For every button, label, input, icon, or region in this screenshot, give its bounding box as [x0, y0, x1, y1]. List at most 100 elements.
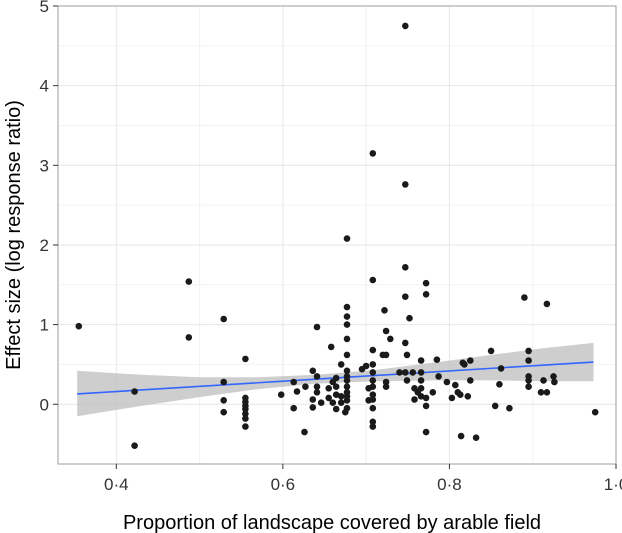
data-point — [417, 369, 425, 376]
data-point — [487, 347, 495, 355]
data-point — [402, 22, 409, 30]
data-point — [422, 402, 430, 410]
data-point — [220, 408, 227, 416]
data-point — [313, 373, 321, 380]
y-tick-label: 3 — [40, 156, 49, 175]
data-point — [464, 393, 472, 400]
data-point — [387, 335, 394, 343]
data-point — [591, 408, 599, 416]
data-point — [301, 428, 308, 436]
data-point — [543, 389, 551, 396]
data-point — [525, 347, 532, 355]
data-point — [525, 383, 532, 391]
data-point — [369, 396, 377, 403]
y-tick-label: 2 — [40, 236, 49, 255]
data-point — [457, 432, 465, 440]
data-point — [422, 279, 430, 287]
data-point — [220, 378, 227, 386]
data-point — [242, 415, 249, 422]
data-point — [337, 361, 345, 368]
data-point — [332, 383, 340, 391]
y-axis: 0 1 2 3 4 5 — [40, 0, 58, 414]
data-point — [406, 314, 413, 322]
data-point — [402, 369, 409, 376]
data-point — [369, 418, 377, 426]
y-axis-title: Effect size (log response ratio) — [3, 100, 25, 370]
data-point — [467, 357, 474, 364]
data-point — [422, 291, 430, 298]
data-point — [472, 434, 480, 442]
data-point — [332, 391, 340, 399]
data-point — [327, 343, 335, 351]
data-point — [422, 428, 430, 436]
data-point — [443, 378, 451, 386]
data-point — [497, 365, 505, 372]
data-point — [417, 377, 425, 384]
data-point — [343, 367, 351, 375]
data-point — [369, 423, 377, 430]
data-point — [343, 335, 351, 343]
data-point — [402, 339, 409, 347]
data-point — [131, 442, 138, 450]
data-point — [329, 399, 337, 407]
data-point — [242, 423, 249, 430]
data-point — [382, 351, 390, 359]
data-point — [417, 357, 425, 364]
minor-grid — [58, 6, 616, 464]
data-point — [496, 381, 503, 388]
data-point — [369, 383, 377, 391]
data-point — [417, 393, 425, 400]
data-point — [302, 383, 309, 391]
data-point — [343, 397, 351, 404]
data-point — [402, 293, 409, 301]
data-point — [290, 378, 298, 386]
x-tick-label: 0·4 — [104, 475, 129, 494]
data-point — [313, 383, 321, 391]
y-tick-label: 0 — [40, 395, 49, 414]
data-point — [433, 356, 441, 364]
data-point — [543, 300, 551, 308]
data-points — [75, 22, 599, 450]
data-point — [131, 388, 138, 395]
data-point — [75, 322, 83, 330]
data-point — [325, 394, 333, 402]
data-point — [396, 369, 403, 376]
data-point — [369, 404, 377, 412]
data-point — [491, 402, 499, 410]
x-axis-title: Proportion of landscape covered by arabl… — [123, 512, 541, 533]
data-point — [343, 321, 351, 328]
data-point — [461, 361, 468, 368]
data-point — [343, 383, 351, 391]
data-point — [242, 410, 249, 418]
data-point — [550, 373, 557, 380]
data-point — [317, 399, 325, 407]
data-point — [332, 405, 340, 413]
data-point — [448, 394, 456, 402]
data-point — [435, 373, 442, 380]
data-point — [403, 377, 411, 384]
data-point — [369, 361, 377, 368]
data-point — [402, 181, 409, 188]
data-point — [382, 383, 390, 391]
data-point — [521, 294, 528, 301]
data-point — [337, 399, 345, 407]
data-point — [313, 389, 321, 396]
x-tick-label: 0·8 — [437, 475, 462, 494]
data-point — [537, 389, 545, 396]
y-tick-label: 5 — [40, 0, 49, 16]
data-point — [381, 307, 388, 314]
data-point — [362, 362, 370, 370]
data-point — [369, 377, 377, 384]
data-point — [467, 377, 474, 384]
data-point — [309, 396, 317, 403]
data-point — [422, 394, 430, 402]
data-point — [403, 351, 411, 359]
plot-frame — [57, 5, 617, 465]
x-axis: 0·4 0·6 0·8 1·0 — [104, 464, 622, 494]
data-point — [343, 351, 351, 359]
data-point — [525, 357, 532, 364]
data-point — [525, 377, 532, 384]
data-point — [369, 391, 377, 399]
data-point — [369, 346, 377, 354]
